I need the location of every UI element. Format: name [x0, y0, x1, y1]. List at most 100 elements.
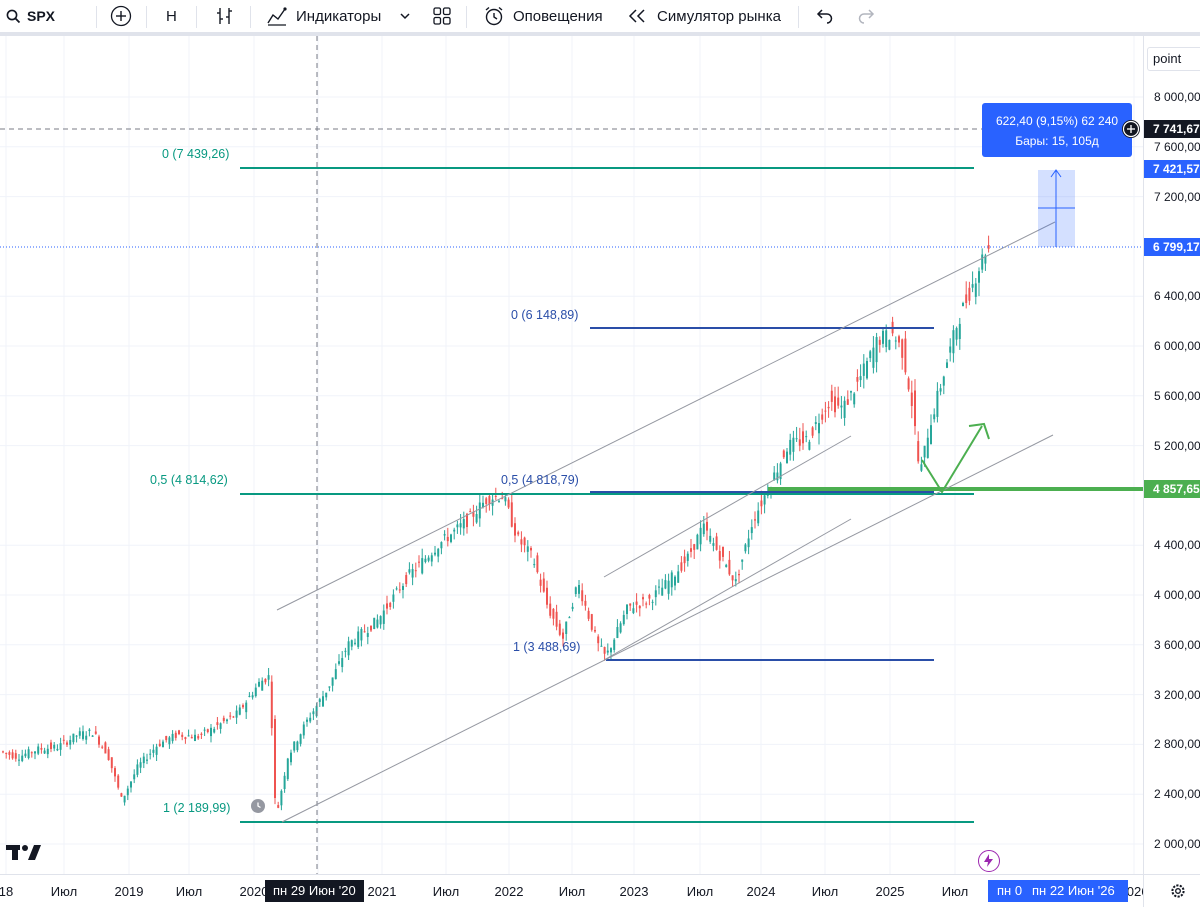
price-tick-label: 2 800,00 [1154, 737, 1200, 752]
candle-body [885, 330, 888, 348]
time-axis[interactable]: 18 Июл 2019 Июл 2020 Июл 2021 Июл 2022 Июл 2023 Июл… [0, 874, 1148, 907]
candle-body [917, 441, 920, 462]
candle-body [632, 608, 635, 614]
candle-body [126, 788, 129, 796]
candle-body [843, 400, 846, 418]
candle-body [878, 339, 881, 345]
candle-body [312, 711, 315, 715]
price-tick-label: 6 400,00 [1154, 289, 1200, 304]
candle-body [155, 746, 158, 755]
candle-body [117, 775, 120, 788]
price-chart[interactable] [0, 36, 1200, 906]
lightning-icon[interactable] [978, 850, 1000, 872]
indicators-button[interactable]: Индикаторы [266, 0, 411, 32]
price-tick-label: 5 600,00 [1154, 388, 1200, 403]
inner-channel-upper-line [603, 435, 852, 578]
candle-body [162, 741, 164, 748]
candle-body [744, 544, 747, 552]
channel-lower-line [281, 434, 1054, 823]
candle-body [62, 739, 65, 741]
candle-body [763, 495, 766, 505]
candle-body [168, 737, 171, 745]
candle-body [456, 524, 459, 528]
time-tick-label: 2019 [114, 884, 144, 899]
fib-label-big-bottom: 1 (2 189,99) [163, 801, 231, 815]
candle-body [200, 733, 203, 735]
projection-arrow [921, 425, 983, 494]
inner-channel-lower-line [603, 518, 852, 661]
tradingview-logo[interactable] [6, 842, 44, 867]
candle-body [136, 764, 139, 775]
candle-body [254, 687, 257, 697]
candle-body [821, 414, 824, 420]
candle-body [696, 534, 699, 550]
candle-body [866, 360, 868, 379]
alerts-button[interactable]: Оповещения [483, 0, 603, 32]
candle-body [930, 425, 932, 445]
candle-body [802, 431, 804, 444]
candle-body [949, 346, 952, 353]
candle-body [216, 722, 219, 726]
interval-button[interactable]: Н [166, 0, 177, 32]
layouts-button[interactable] [432, 0, 452, 32]
candle-body [965, 294, 968, 304]
redo-icon [857, 8, 877, 24]
price-range-change: 622,40 (9,15%) 62 240 [995, 114, 1119, 128]
candle-body [69, 739, 72, 745]
candle-body [782, 450, 785, 458]
scale-mode-button[interactable]: point [1147, 47, 1200, 71]
candle-body [274, 719, 276, 799]
undo-button[interactable] [814, 0, 834, 32]
price-range-bars: Бары: 15, 105д [1015, 134, 1099, 148]
time-tick-label: 18 [0, 884, 14, 899]
symbol-search[interactable]: SPX [6, 0, 55, 32]
candle-body [66, 742, 68, 745]
candle-body [709, 535, 712, 542]
event-marker-icon[interactable] [251, 799, 265, 813]
candle-body [418, 561, 420, 563]
candle-body [619, 623, 622, 633]
candle-body [283, 775, 286, 790]
chevron-down-icon[interactable] [399, 12, 411, 20]
candle-body [702, 523, 705, 535]
add-symbol-button[interactable] [110, 0, 132, 32]
candle-body [837, 397, 840, 406]
candle-body [450, 534, 452, 542]
candle-body [21, 755, 24, 761]
candle-body [517, 532, 520, 535]
candle-body [424, 558, 427, 562]
candle-body [962, 303, 964, 307]
chart-style-button[interactable] [215, 0, 235, 32]
candle-body [411, 569, 414, 578]
candle-body [968, 287, 971, 301]
candle-body [347, 641, 350, 656]
candle-body [264, 678, 267, 683]
candle-body [466, 513, 468, 528]
candle-body [434, 552, 436, 555]
add-alert-button[interactable] [1122, 120, 1140, 138]
candle-body [680, 562, 683, 571]
chart-settings-button[interactable] [1143, 874, 1200, 907]
candle-body [635, 601, 638, 605]
candle-body [952, 330, 955, 354]
candle-body [974, 283, 977, 297]
candle-body [360, 629, 363, 641]
redo-button[interactable] [857, 0, 877, 32]
candle-body [469, 511, 472, 513]
replay-button[interactable]: Симулятор рынка [627, 0, 781, 32]
candle-body [514, 523, 516, 536]
time-tick-label: Июл [50, 884, 78, 899]
candle-body [56, 748, 59, 751]
candle-body [814, 422, 817, 425]
current-price-label: 6 799,17 [1144, 238, 1200, 256]
time-tick-label: Июл [175, 884, 203, 899]
candle-body [152, 749, 155, 753]
candle-body [219, 723, 222, 729]
candle-body [8, 752, 11, 755]
candle-body [734, 579, 737, 582]
price-tick-label: 6 000,00 [1154, 339, 1200, 353]
candle-body [610, 648, 612, 653]
price-tick-label: 3 600,00 [1154, 637, 1200, 652]
price-axis[interactable]: point 8 000,00 7 600,00 7 200,00 6 400,00 6 … [1143, 36, 1200, 874]
candle-body [280, 790, 283, 806]
